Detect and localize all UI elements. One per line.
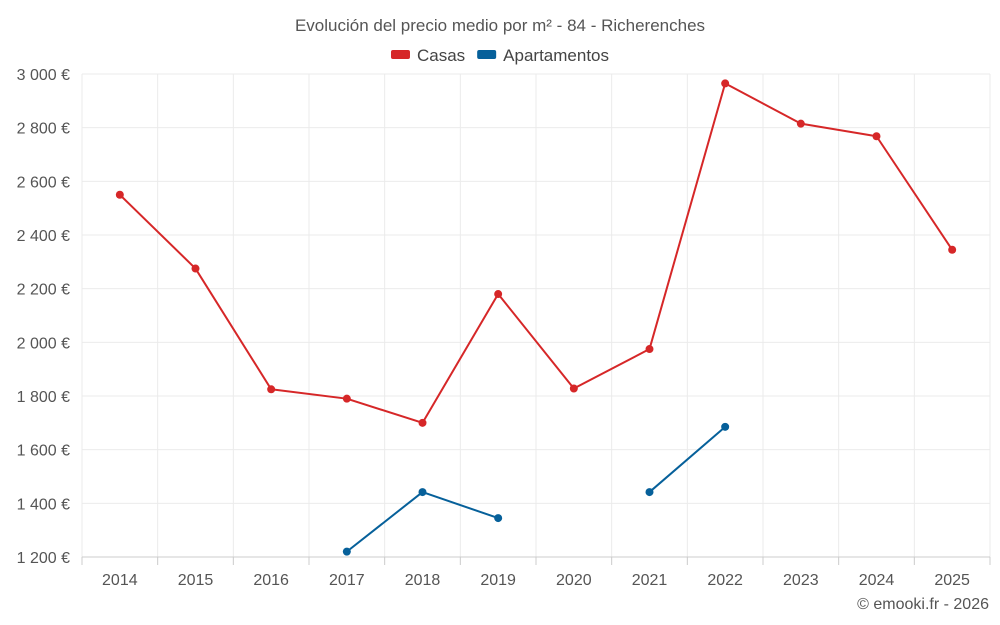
data-point-casas bbox=[948, 245, 957, 254]
x-tick-label: 2024 bbox=[859, 572, 895, 589]
legend-label: Apartamentos bbox=[503, 46, 609, 65]
data-point-casas bbox=[115, 190, 124, 199]
credit-text: © emooki.fr - 2026 bbox=[857, 596, 989, 613]
x-tick-label: 2020 bbox=[556, 572, 592, 589]
y-tick-label: 2 800 € bbox=[17, 121, 70, 138]
grid bbox=[81, 73, 991, 558]
data-point-apartamentos bbox=[418, 488, 427, 497]
y-tick-label: 1 200 € bbox=[17, 550, 70, 567]
series-line-apartamentos bbox=[648, 426, 726, 493]
data-point-apartamentos bbox=[494, 514, 503, 523]
data-point-casas bbox=[569, 384, 578, 393]
x-tick-label: 2017 bbox=[329, 572, 365, 589]
data-point-casas bbox=[418, 418, 427, 427]
axes: 1 200 € 1 400 € 1 600 € 1 800 € 2 000 € 2 200… bbox=[17, 67, 991, 589]
y-tick-label: 2 400 € bbox=[17, 228, 70, 245]
chart-title: Evolución del precio medio por m² - 84 -… bbox=[295, 16, 705, 35]
x-tick-label: 2016 bbox=[253, 572, 289, 589]
x-tick-label: 2019 bbox=[480, 572, 516, 589]
x-tick-label: 2018 bbox=[405, 572, 441, 589]
data-point-casas bbox=[342, 394, 351, 403]
series-line-casas bbox=[119, 82, 953, 424]
x-tick-label: 2021 bbox=[632, 572, 668, 589]
data-point-casas bbox=[267, 385, 276, 394]
data-point-casas bbox=[494, 290, 503, 299]
x-tick-label: 2022 bbox=[707, 572, 743, 589]
x-tick-label: 2014 bbox=[102, 572, 138, 589]
legend: Casas Apartamentos bbox=[390, 46, 609, 65]
data-point-apartamentos bbox=[645, 488, 654, 497]
series bbox=[115, 79, 957, 556]
data-point-casas bbox=[721, 79, 730, 88]
data-point-apartamentos bbox=[721, 422, 730, 431]
data-point-casas bbox=[191, 264, 200, 273]
legend-item: Casas bbox=[390, 46, 465, 65]
y-tick-label: 3 000 € bbox=[17, 67, 70, 84]
x-tick-label: 2023 bbox=[783, 572, 819, 589]
y-tick-label: 2 600 € bbox=[17, 174, 70, 191]
legend-swatch bbox=[390, 50, 410, 59]
legend-item: Apartamentos bbox=[477, 46, 609, 65]
y-tick-label: 1 800 € bbox=[17, 389, 70, 406]
data-point-casas bbox=[645, 345, 654, 354]
x-tick-label: 2025 bbox=[934, 572, 970, 589]
series-line-apartamentos bbox=[346, 491, 499, 553]
x-tick-label: 2015 bbox=[178, 572, 214, 589]
data-point-casas bbox=[796, 119, 805, 128]
y-tick-label: 1 400 € bbox=[17, 496, 70, 513]
y-tick-label: 1 600 € bbox=[17, 443, 70, 460]
y-tick-label: 2 200 € bbox=[17, 282, 70, 299]
y-tick-label: 2 000 € bbox=[17, 335, 70, 352]
legend-swatch bbox=[477, 50, 497, 59]
data-point-apartamentos bbox=[342, 547, 351, 556]
data-point-casas bbox=[872, 132, 881, 141]
legend-label: Casas bbox=[417, 46, 465, 65]
